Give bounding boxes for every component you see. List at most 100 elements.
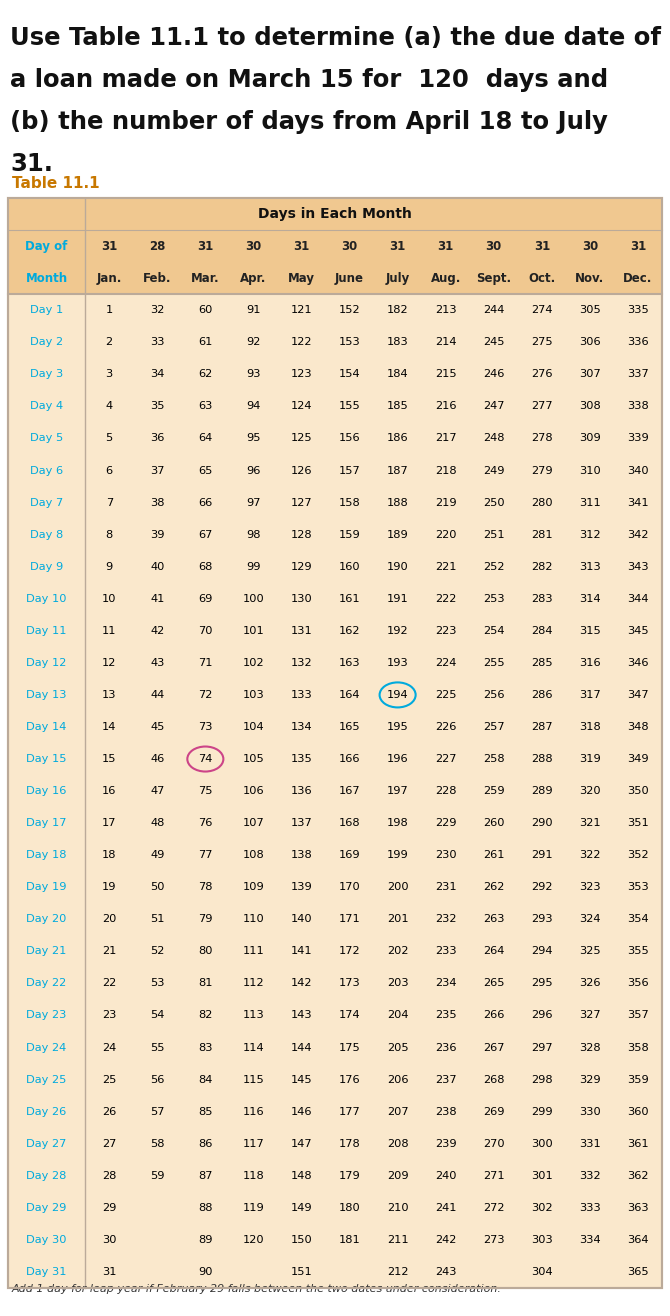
Text: 320: 320 [579,786,601,796]
Text: Day 8: Day 8 [30,529,63,540]
Text: 73: 73 [198,722,212,732]
Text: 286: 286 [531,690,553,700]
Text: 11: 11 [102,626,117,636]
Text: 258: 258 [483,754,505,765]
Text: Table 11.1: Table 11.1 [12,176,100,191]
Text: 241: 241 [435,1203,456,1213]
Text: 96: 96 [247,466,261,475]
Text: 219: 219 [435,497,456,508]
Text: 78: 78 [198,882,212,892]
Text: 153: 153 [338,337,360,347]
Text: 220: 220 [435,529,456,540]
Text: 185: 185 [387,401,409,412]
Text: 244: 244 [483,305,505,316]
Text: 307: 307 [579,370,601,379]
Text: 348: 348 [627,722,649,732]
Text: 6: 6 [106,466,113,475]
Text: 332: 332 [579,1171,601,1180]
Text: 353: 353 [627,882,649,892]
Text: 89: 89 [198,1234,212,1245]
Text: Day 28: Day 28 [26,1171,67,1180]
Text: 103: 103 [243,690,264,700]
Text: 210: 210 [387,1203,409,1213]
Text: 167: 167 [339,786,360,796]
Text: 17: 17 [102,819,117,828]
Text: 184: 184 [387,370,409,379]
Text: 30: 30 [486,240,502,253]
Text: 159: 159 [338,529,360,540]
Text: 37: 37 [150,466,165,475]
Text: 195: 195 [387,722,409,732]
Text: 144: 144 [291,1042,312,1053]
Text: 26: 26 [102,1107,117,1117]
Text: 249: 249 [483,466,505,475]
Text: 297: 297 [531,1042,553,1053]
Text: 301: 301 [531,1171,553,1180]
Text: 229: 229 [435,819,456,828]
Text: 227: 227 [435,754,456,765]
Text: 146: 146 [291,1107,312,1117]
Text: 128: 128 [291,529,312,540]
Text: 326: 326 [579,978,600,988]
Text: 140: 140 [291,915,312,924]
Text: 8: 8 [106,529,113,540]
Text: 145: 145 [291,1075,312,1084]
Text: Day 14: Day 14 [26,722,67,732]
Text: 113: 113 [243,1011,264,1020]
Text: Day 17: Day 17 [26,819,67,828]
Text: Dec.: Dec. [623,271,653,284]
Text: 31: 31 [293,240,310,253]
Text: 63: 63 [198,401,212,412]
Text: 250: 250 [483,497,505,508]
Text: Day 7: Day 7 [30,497,63,508]
Text: 134: 134 [291,722,312,732]
Text: 27: 27 [102,1138,117,1149]
Text: 83: 83 [198,1042,212,1053]
Text: Day 4: Day 4 [30,401,63,412]
Bar [8,197,662,1288]
Text: 175: 175 [338,1042,360,1053]
Text: 346: 346 [627,658,649,667]
Text: 31: 31 [101,240,117,253]
Text: 218: 218 [435,466,456,475]
Text: 94: 94 [247,401,261,412]
Text: 49: 49 [150,850,164,861]
Text: 52: 52 [150,946,164,957]
Text: 238: 238 [435,1107,456,1117]
Text: 302: 302 [531,1203,553,1213]
Text: 209: 209 [387,1171,409,1180]
Text: 216: 216 [435,401,456,412]
Text: 197: 197 [387,786,409,796]
Text: 358: 358 [627,1042,649,1053]
Text: 131: 131 [291,626,312,636]
Text: 315: 315 [579,626,601,636]
Text: 151: 151 [291,1267,312,1277]
Text: 183: 183 [387,337,409,347]
Text: 200: 200 [387,882,409,892]
Text: 237: 237 [435,1075,456,1084]
Text: 322: 322 [579,850,600,861]
Text: 28: 28 [149,240,165,253]
Text: 35: 35 [150,401,165,412]
Text: 362: 362 [627,1171,649,1180]
Text: 245: 245 [483,337,505,347]
Text: 99: 99 [246,562,261,571]
Text: 275: 275 [531,337,553,347]
Text: 338: 338 [627,401,649,412]
Text: 226: 226 [435,722,456,732]
Text: 22: 22 [102,978,117,988]
Text: 222: 222 [435,594,456,604]
Text: 39: 39 [150,529,165,540]
Text: 55: 55 [150,1042,165,1053]
Text: 260: 260 [483,819,505,828]
Text: 354: 354 [627,915,649,924]
Text: 76: 76 [198,819,212,828]
Text: 164: 164 [339,690,360,700]
Text: 344: 344 [627,594,649,604]
Text: 308: 308 [579,401,601,412]
Text: 86: 86 [198,1138,212,1149]
Text: 142: 142 [291,978,312,988]
Text: 44: 44 [150,690,164,700]
Text: Feb.: Feb. [143,271,172,284]
Text: 202: 202 [387,946,409,957]
